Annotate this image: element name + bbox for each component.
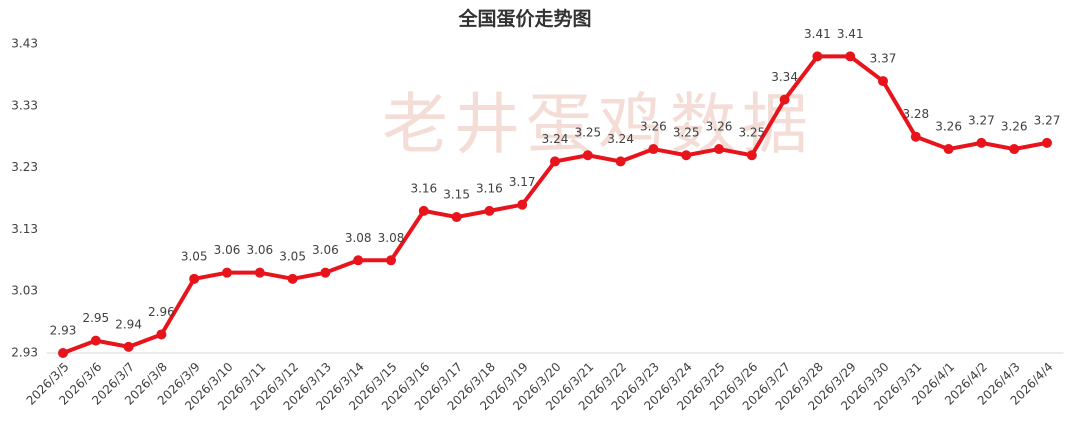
data-label: 3.34 — [771, 70, 798, 84]
point — [189, 273, 200, 284]
point — [1009, 144, 1020, 155]
point — [615, 156, 626, 167]
point — [123, 341, 134, 352]
point — [714, 144, 724, 155]
point — [878, 76, 888, 87]
point — [353, 255, 364, 266]
point — [451, 212, 462, 223]
data-label: 3.27 — [968, 113, 995, 127]
data-label: 3.41 — [837, 27, 864, 41]
y-tick-label: 3.23 — [11, 160, 38, 174]
point — [582, 150, 593, 161]
data-label: 3.26 — [935, 120, 962, 134]
y-tick-label: 2.93 — [11, 346, 38, 360]
point — [287, 273, 298, 284]
data-label: 3.24 — [542, 132, 569, 146]
data-label: 3.16 — [476, 181, 503, 195]
point — [156, 329, 167, 340]
point — [418, 205, 429, 216]
data-label: 3.06 — [246, 243, 273, 257]
data-label: 2.95 — [82, 311, 109, 325]
y-tick-label: 3.33 — [11, 98, 38, 112]
watermark: 老井蛋鸡数据 — [382, 86, 814, 163]
point — [943, 144, 954, 155]
data-label: 3.26 — [640, 120, 667, 134]
point — [1042, 137, 1052, 148]
data-label: 3.37 — [870, 52, 897, 66]
data-label: 2.93 — [50, 324, 77, 338]
point — [681, 150, 692, 161]
y-tick-label: 3.13 — [11, 222, 38, 236]
chart-title: 全国蛋价走势图 — [457, 7, 591, 30]
y-tick-label: 3.03 — [11, 284, 38, 298]
point — [222, 267, 232, 278]
y-tick-label: 3.43 — [11, 37, 38, 51]
point — [386, 255, 396, 266]
point — [648, 144, 659, 155]
point — [90, 335, 101, 346]
data-label: 3.26 — [706, 120, 733, 134]
data-label: 3.25 — [574, 126, 601, 140]
point — [746, 150, 757, 161]
data-label: 3.08 — [378, 231, 405, 245]
data-label: 2.94 — [115, 317, 142, 331]
data-label: 3.06 — [312, 243, 339, 257]
point — [517, 199, 528, 210]
point — [845, 51, 856, 62]
data-label: 3.05 — [279, 249, 306, 263]
data-label: 3.25 — [738, 126, 765, 140]
point — [976, 137, 987, 148]
point — [779, 94, 790, 105]
data-label: 3.26 — [1001, 120, 1028, 134]
data-label: 3.15 — [443, 188, 470, 202]
data-label: 2.96 — [148, 305, 175, 319]
data-label: 3.06 — [214, 243, 241, 257]
point — [910, 131, 921, 142]
data-label: 3.25 — [673, 126, 700, 140]
point — [484, 205, 495, 216]
point — [320, 267, 331, 278]
data-label: 3.16 — [410, 181, 437, 195]
point — [58, 348, 68, 358]
point — [812, 51, 823, 62]
data-label: 3.41 — [804, 27, 831, 41]
data-label: 3.24 — [607, 132, 634, 146]
data-label: 3.08 — [345, 231, 372, 245]
data-label: 3.28 — [902, 107, 929, 121]
data-label: 3.05 — [181, 249, 208, 263]
point — [254, 267, 265, 278]
data-label: 3.17 — [509, 175, 536, 189]
data-label: 3.27 — [1034, 113, 1061, 127]
point — [550, 156, 560, 167]
